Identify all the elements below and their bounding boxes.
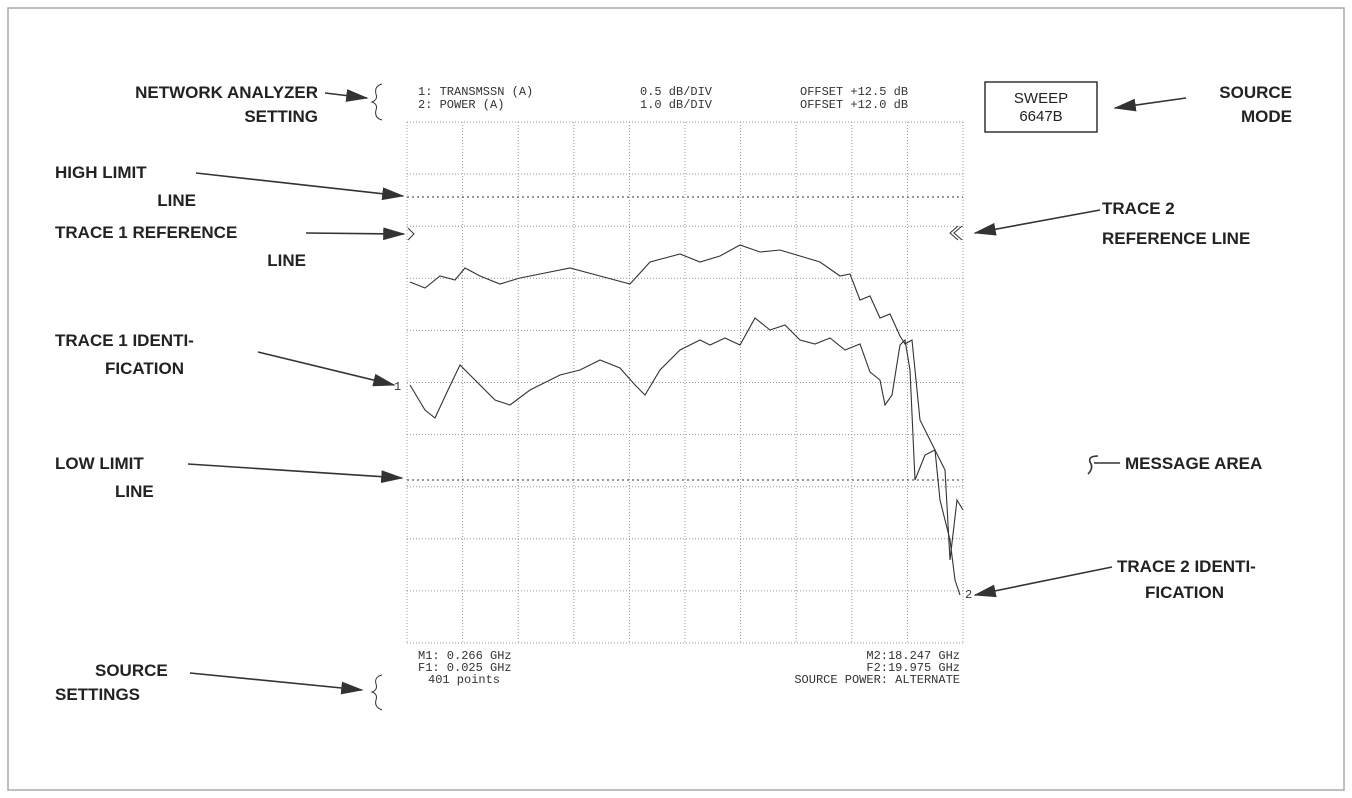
label: MODE	[1241, 107, 1292, 126]
label: LINE	[115, 482, 154, 501]
header-text: OFFSET +12.5 dB	[800, 85, 908, 99]
header-text: 1: TRANSMSSN (A)	[418, 85, 533, 99]
header-text: 1.0 dB/DIV	[640, 98, 713, 112]
label: REFERENCE LINE	[1102, 229, 1250, 248]
label: LINE	[157, 191, 196, 210]
trace2-ref-marker	[949, 225, 963, 241]
header-text: 2: POWER (A)	[418, 98, 504, 112]
label: SOURCE	[1219, 83, 1292, 102]
label: SETTING	[244, 107, 318, 126]
label: SOURCE	[95, 661, 168, 680]
label: TRACE 2 IDENTI-	[1117, 557, 1256, 576]
footer-text: F1: 0.025 GHz	[418, 661, 512, 675]
footer-text: SOURCE POWER: ALTERNATE	[794, 673, 960, 687]
label: TRACE 2	[1102, 199, 1175, 218]
trace1-id: 1	[394, 380, 401, 394]
label: LOW LIMIT	[55, 454, 144, 473]
frame	[7, 7, 1345, 791]
label: FICATION	[105, 359, 184, 378]
trace2-id: 2	[965, 588, 972, 602]
trace-1	[409, 244, 964, 561]
footer-text: 401 points	[428, 673, 500, 687]
trace-2	[409, 317, 961, 596]
source-box-text: 6647B	[1019, 108, 1062, 125]
trace1-ref-marker	[407, 227, 415, 241]
label: HIGH LIMIT	[55, 163, 147, 182]
footer-text: M2:18.247 GHz	[866, 649, 960, 663]
header-text: OFFSET +12.0 dB	[800, 98, 908, 112]
label: TRACE 1 IDENTI-	[55, 331, 194, 350]
screen-grid	[406, 121, 964, 644]
source-box-text: SWEEP	[1014, 90, 1068, 107]
label: SETTINGS	[55, 685, 140, 704]
arrows	[187, 83, 1187, 711]
label: TRACE 1 REFERENCE	[55, 223, 237, 242]
header-text: 0.5 dB/DIV	[640, 85, 713, 99]
label: MESSAGE AREA	[1125, 454, 1262, 473]
label: LINE	[267, 251, 306, 270]
source-box	[984, 81, 1098, 133]
label: NETWORK ANALYZER	[135, 83, 318, 102]
footer-text: M1: 0.266 GHz	[418, 649, 512, 663]
label: FICATION	[1145, 583, 1224, 602]
footer-text: F2:19.975 GHz	[866, 661, 960, 675]
